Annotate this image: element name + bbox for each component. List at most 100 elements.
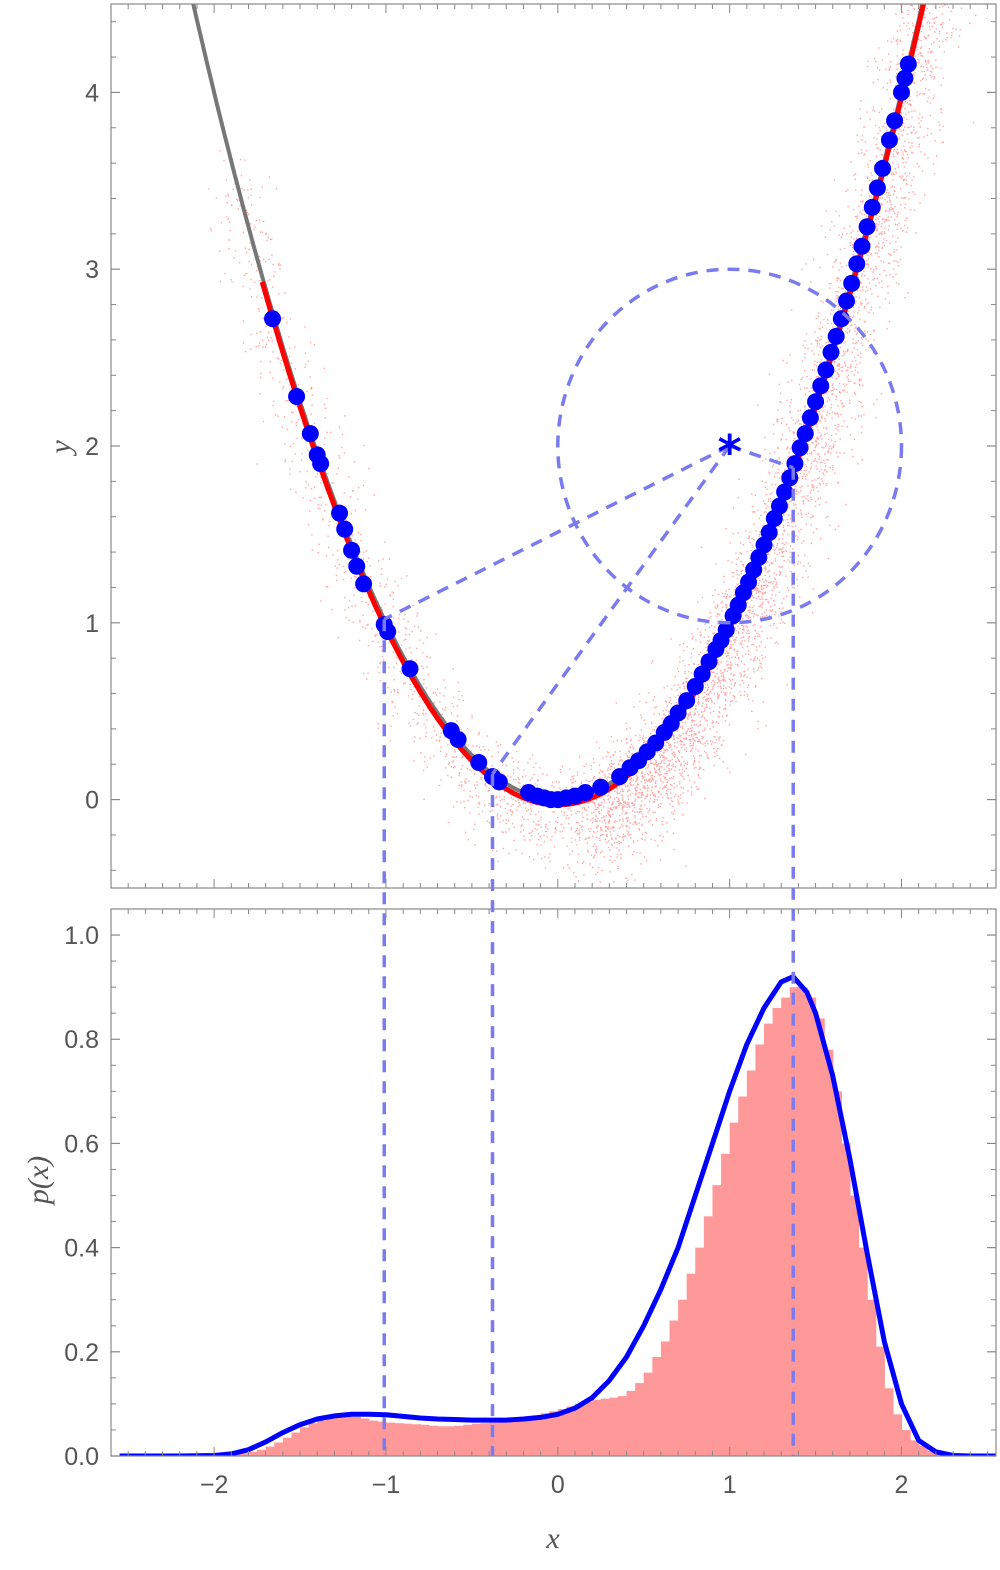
histogram-bar — [703, 1216, 714, 1456]
density-curve-line — [119, 974, 996, 1456]
true-curve — [191, 4, 925, 802]
data-point — [449, 730, 467, 748]
projection-ray — [383, 444, 731, 621]
histogram-bar — [583, 1401, 593, 1456]
histogram-bar — [514, 1419, 525, 1456]
histogram-bar — [523, 1417, 533, 1456]
true-curve-line — [191, 4, 925, 802]
histogram-bar — [858, 1247, 868, 1456]
histogram-bar — [781, 997, 791, 1456]
histogram-bar — [325, 1418, 335, 1456]
histogram-bars — [214, 987, 946, 1456]
histogram-bar — [334, 1416, 344, 1456]
data-point — [827, 327, 845, 345]
data-point — [868, 179, 886, 197]
y-tick-label: 0 — [85, 787, 99, 815]
projection-ray — [729, 444, 794, 470]
histogram-bar — [506, 1420, 516, 1456]
histogram-bar — [437, 1426, 447, 1456]
data-point — [693, 665, 711, 683]
histogram-bar — [729, 1122, 739, 1456]
histogram-bar — [841, 1143, 851, 1456]
histogram-bar — [394, 1423, 404, 1456]
data-point — [770, 497, 788, 515]
histogram-bar — [360, 1418, 370, 1456]
histogram-bar — [626, 1390, 636, 1456]
data-point — [812, 377, 830, 395]
data-point — [470, 753, 488, 771]
histogram-bar — [446, 1426, 456, 1456]
histogram-bar — [884, 1388, 894, 1456]
data-point — [874, 159, 892, 177]
histogram-bar — [308, 1423, 318, 1456]
projection-ray — [491, 444, 732, 776]
histogram-bar — [669, 1320, 679, 1456]
histogram-bar — [317, 1420, 327, 1456]
data-point — [379, 623, 397, 641]
data-point — [899, 55, 917, 73]
histogram-bar — [643, 1372, 653, 1456]
y-tick-label: 1 — [85, 610, 99, 638]
distance-circle — [556, 267, 904, 625]
histogram-bar — [746, 1070, 757, 1456]
x-tick-label: 1 — [723, 1471, 737, 1499]
data-point — [576, 784, 594, 802]
y-tick-label: 0.4 — [64, 1235, 99, 1263]
projection-annotation: * — [383, 267, 904, 776]
top-x-axis-ticks — [127, 4, 988, 888]
histogram-bar — [248, 1451, 258, 1456]
histogram-bar — [557, 1409, 567, 1456]
bottom-x-axis-ticks: −2 −1 0 1 2 — [127, 909, 988, 1499]
data-point — [336, 520, 354, 538]
data-point — [301, 425, 319, 443]
y-tick-label: 0.2 — [64, 1339, 99, 1367]
data-point — [892, 83, 910, 101]
histogram-bar — [789, 987, 799, 1456]
data-point — [776, 483, 794, 501]
histogram-bar — [403, 1423, 413, 1456]
histogram-bar — [875, 1346, 885, 1456]
bottom-plot-frame — [110, 908, 997, 1457]
histogram-bar — [480, 1423, 490, 1456]
data-point — [791, 439, 809, 457]
histogram-bar — [351, 1416, 361, 1456]
density-curve — [119, 974, 996, 1456]
x-axis-label: x — [545, 1522, 560, 1555]
data-point — [401, 660, 419, 678]
data-point — [837, 292, 855, 310]
data-point — [331, 504, 349, 522]
data-point — [848, 255, 866, 273]
x-tick-label: 2 — [895, 1471, 909, 1499]
data-point — [886, 112, 904, 130]
density-panel: 0.0 0.2 0.4 0.6 0.8 1.0 −2 −1 0 1 2 p(x) x — [22, 908, 997, 1555]
y-tick-label: 0.0 — [64, 1443, 99, 1471]
histogram-bar — [489, 1422, 499, 1456]
histogram-bar — [600, 1398, 610, 1456]
histogram-bar — [411, 1424, 421, 1456]
data-point — [669, 704, 687, 722]
data-point — [686, 677, 704, 695]
histogram-bar — [832, 1091, 842, 1456]
histogram-bar — [377, 1421, 387, 1456]
histogram-bar — [566, 1406, 576, 1456]
data-point — [343, 541, 361, 559]
bottom-y-axis-ticks: 0.0 0.2 0.4 0.6 0.8 1.0 — [64, 922, 996, 1471]
histogram-bar — [609, 1397, 619, 1456]
histogram-bar — [815, 1018, 825, 1456]
x-tick-label: −1 — [372, 1471, 401, 1499]
histogram-bar — [497, 1421, 507, 1456]
histogram-bar — [755, 1044, 765, 1456]
histogram-bar — [764, 1023, 774, 1456]
histogram-bar — [385, 1422, 396, 1456]
histogram-bar — [463, 1424, 473, 1456]
histogram-bar — [368, 1420, 378, 1456]
histogram-bar — [574, 1403, 585, 1456]
bottom-y-axis-label: p(x) — [22, 1156, 55, 1206]
histogram-bar — [686, 1273, 696, 1456]
histogram-bar — [772, 1007, 782, 1456]
histogram-bar — [678, 1299, 688, 1456]
histogram-bar — [428, 1425, 439, 1456]
fitted-curve-line — [259, 4, 927, 808]
data-point — [817, 361, 835, 379]
